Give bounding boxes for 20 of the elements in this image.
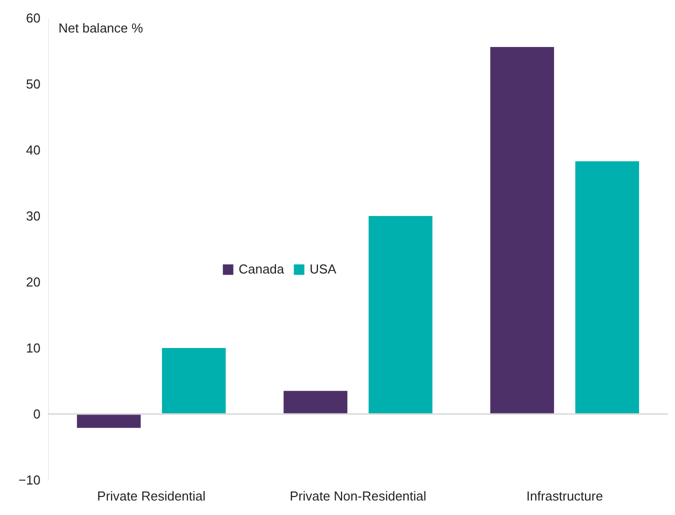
y-tick-label: −10	[18, 472, 40, 488]
y-tick-label: 30	[26, 208, 40, 224]
y-tick-label: 50	[26, 76, 40, 92]
bar	[76, 414, 141, 428]
y-tick-label: 40	[26, 142, 40, 158]
x-tick-label: Infrastructure	[526, 488, 603, 504]
y-axis-title: Net balance %	[58, 20, 144, 36]
bar	[575, 161, 640, 414]
legend-label: Canada	[238, 262, 285, 277]
y-tick-label: 60	[26, 10, 40, 26]
bar	[368, 216, 432, 414]
x-tick-label: Private Non-Residential	[290, 488, 426, 504]
bar	[162, 348, 226, 414]
y-tick-label: 0	[33, 406, 40, 422]
bar	[284, 390, 348, 414]
bar	[490, 47, 554, 414]
y-tick-label: 20	[26, 274, 40, 290]
x-tick-label: Private Residential	[97, 488, 206, 504]
y-tick-label: 10	[26, 340, 40, 356]
legend-label: USA	[310, 262, 337, 277]
